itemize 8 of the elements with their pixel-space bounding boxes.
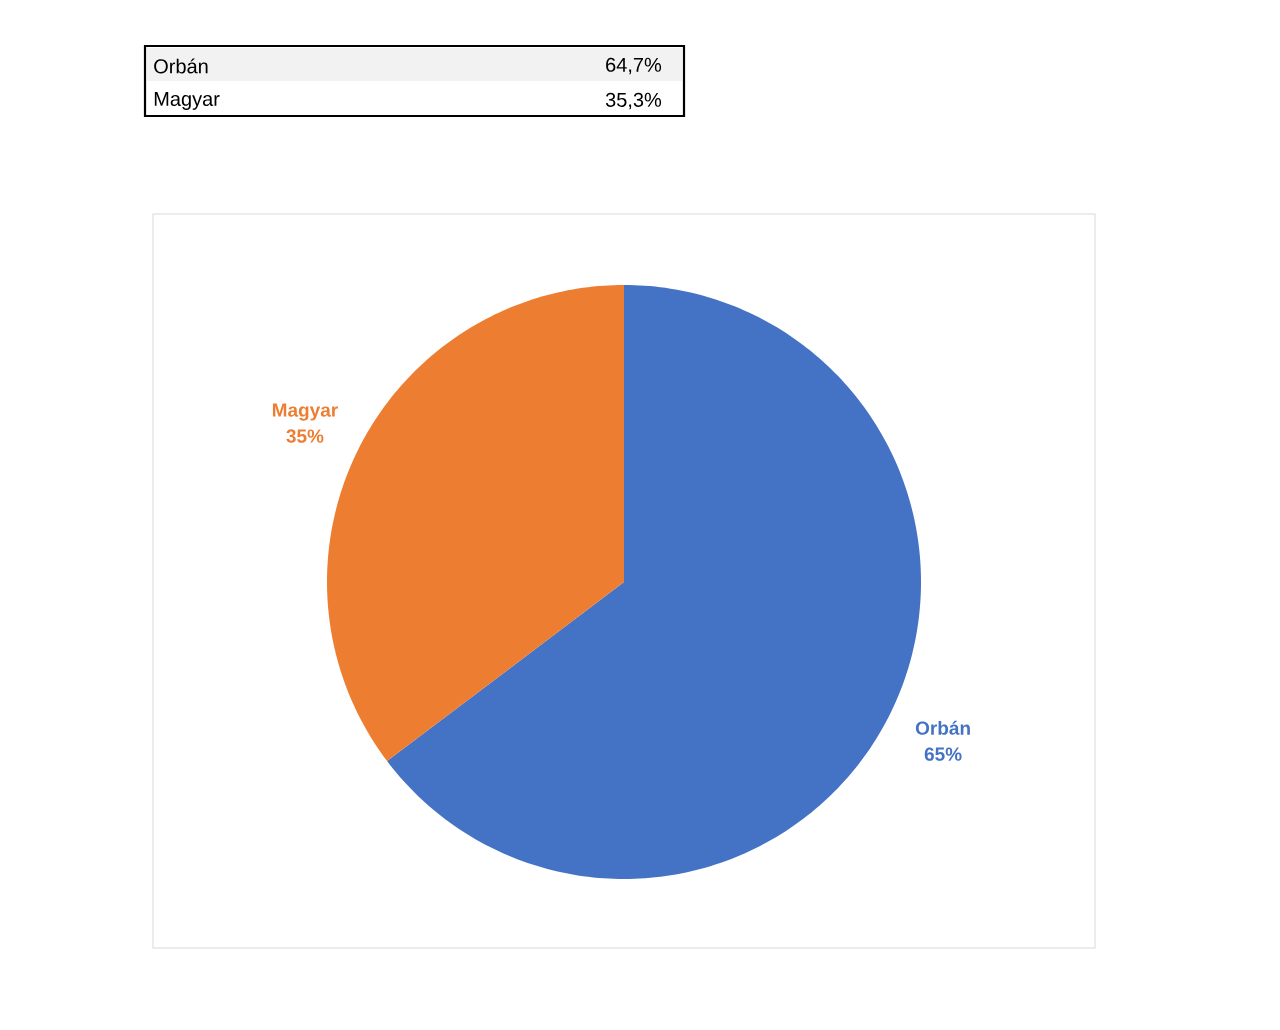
slice-label: Orbán <box>915 720 970 735</box>
slice-label: Magyar <box>272 403 338 421</box>
text: 64,7% <box>606 57 662 75</box>
data-label: 65% <box>924 747 962 761</box>
text: 35,3% <box>605 92 662 110</box>
data-label: 35% <box>286 429 324 443</box>
category-label: Orbán <box>154 58 208 74</box>
category-label: Magyar <box>154 92 220 110</box>
